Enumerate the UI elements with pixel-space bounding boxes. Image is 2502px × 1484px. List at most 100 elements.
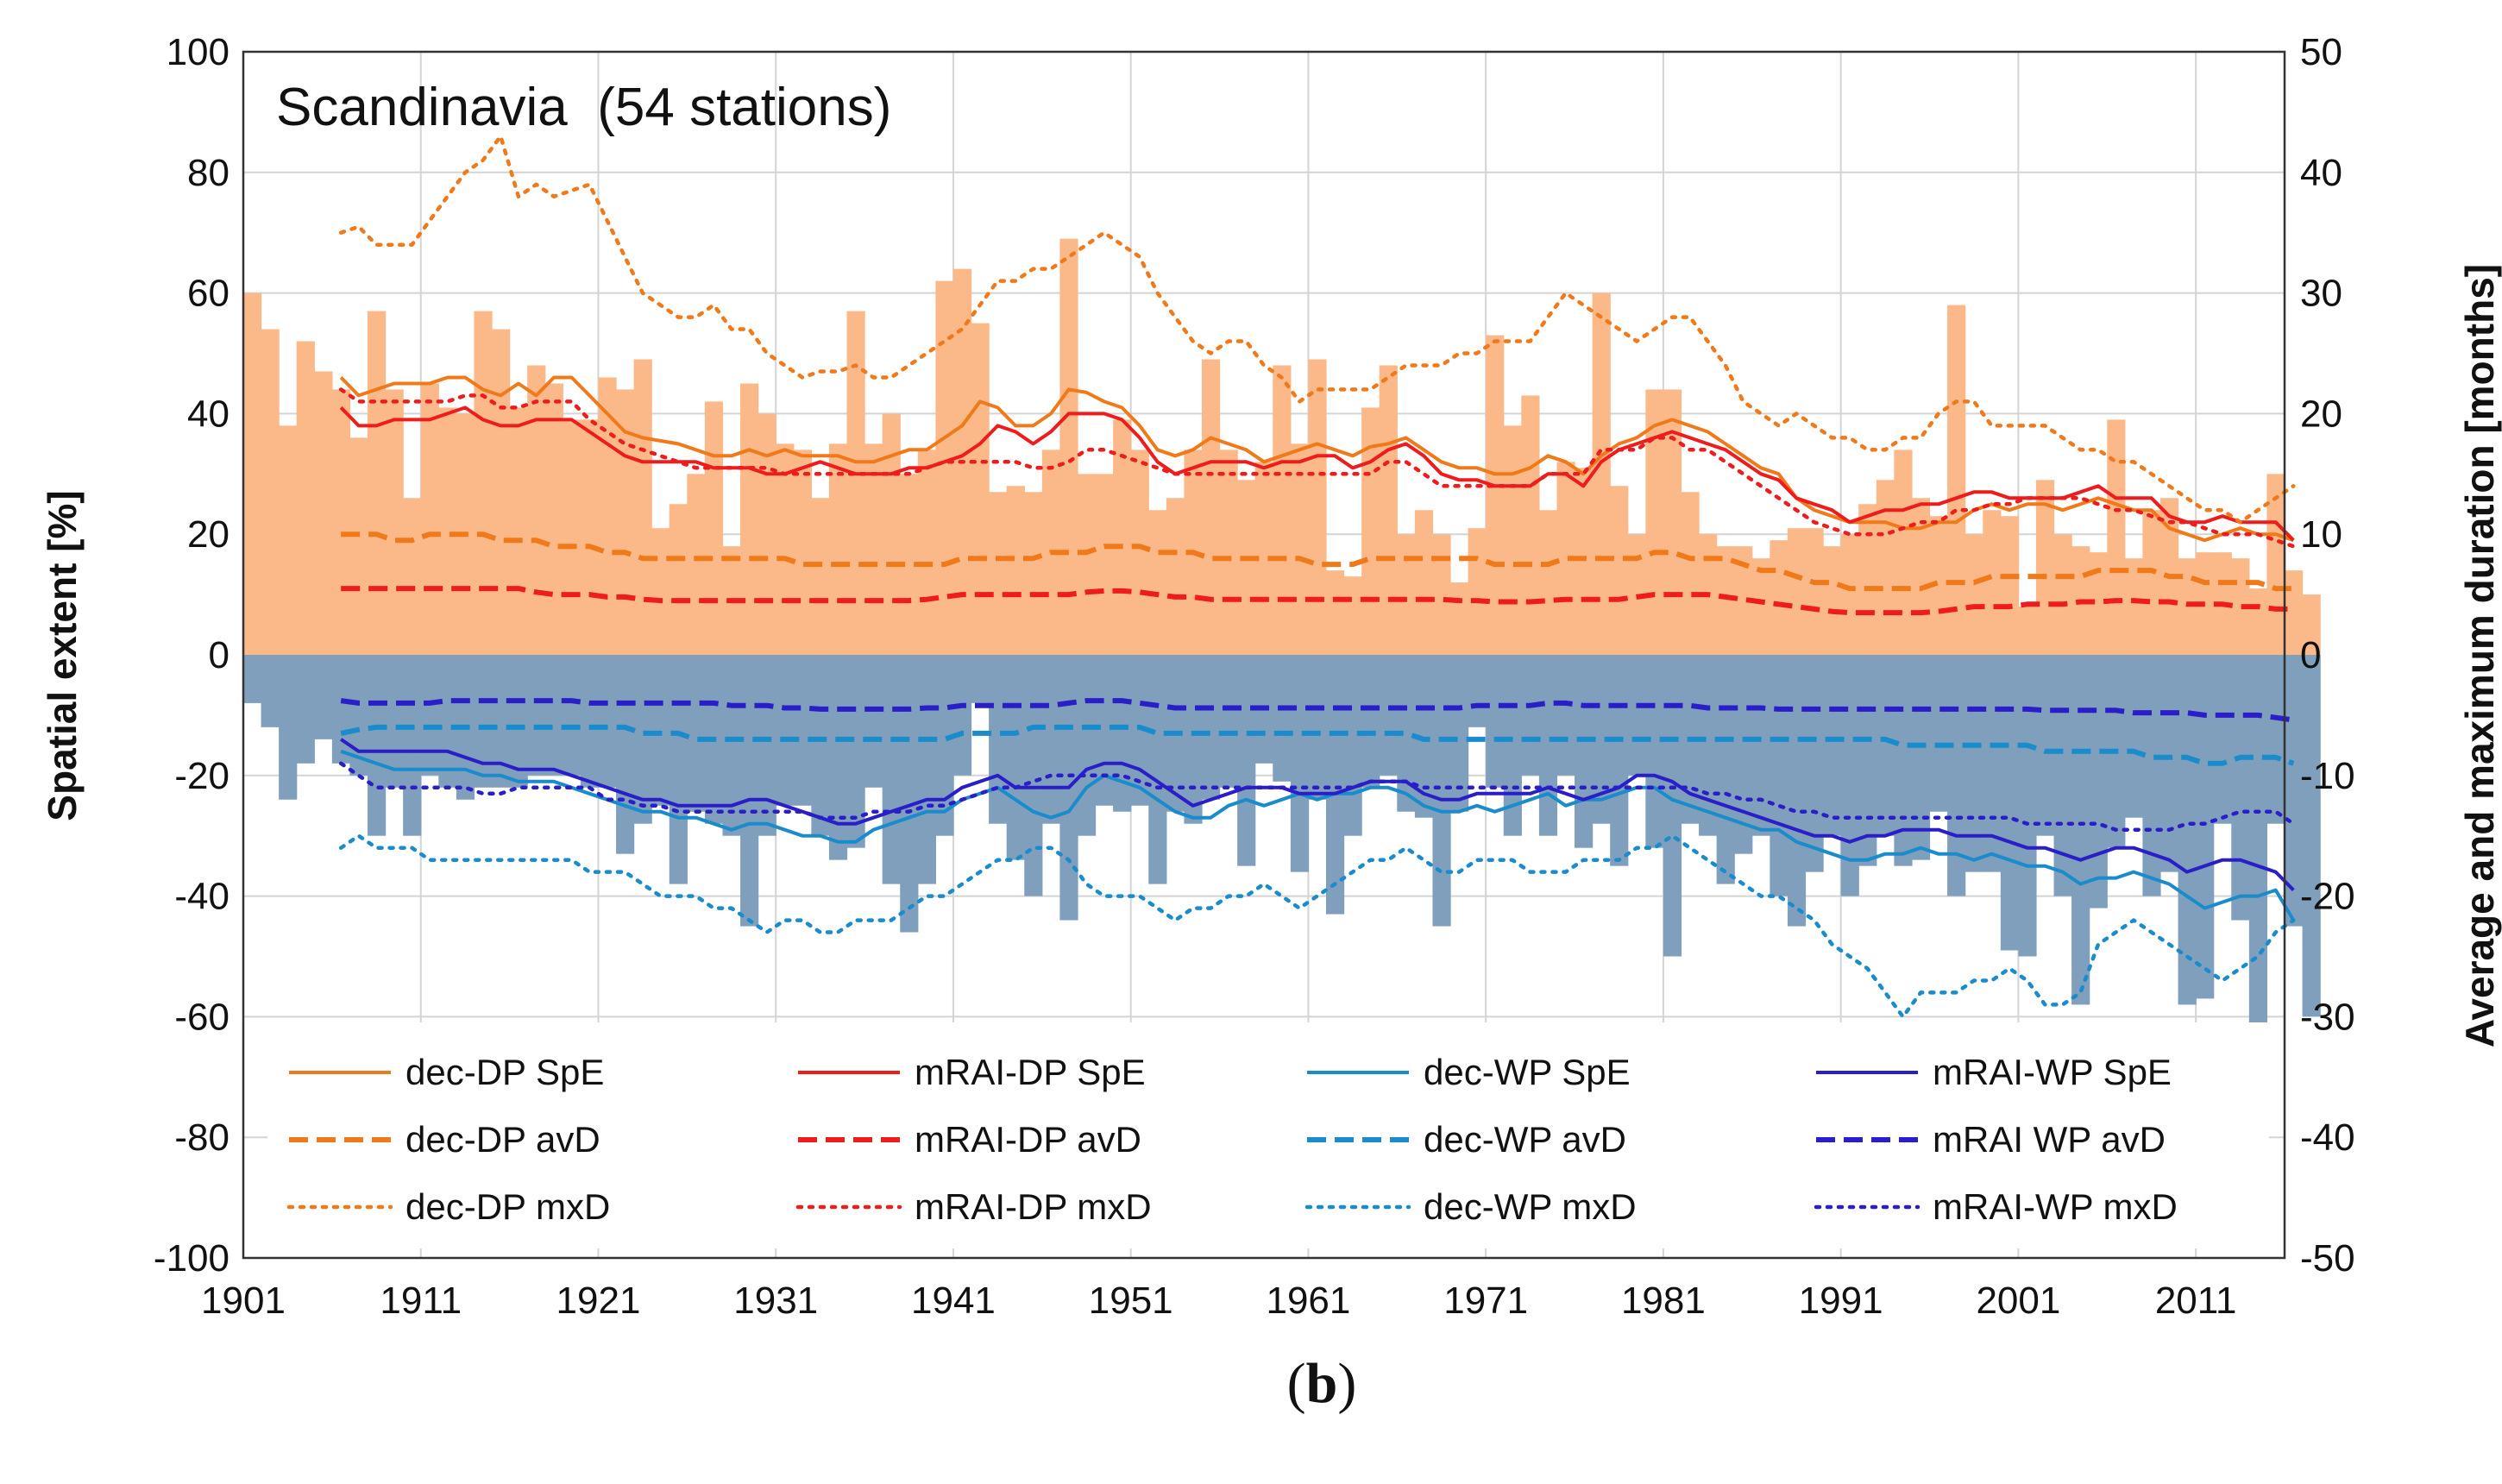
bar bbox=[2053, 655, 2072, 896]
y-tick-right: 30 bbox=[2300, 273, 2342, 315]
bar bbox=[1929, 655, 1948, 812]
bar bbox=[1983, 510, 2002, 655]
bar bbox=[1414, 510, 1434, 655]
y-tick-right: 0 bbox=[2300, 634, 2321, 676]
bar bbox=[1894, 655, 1913, 866]
bar bbox=[1681, 492, 1700, 655]
bar bbox=[1113, 419, 1132, 655]
bar bbox=[2248, 655, 2268, 1029]
bar bbox=[1024, 655, 1043, 896]
bar bbox=[1095, 474, 1114, 655]
bar bbox=[1290, 655, 1310, 872]
bar bbox=[314, 655, 333, 739]
series-lines bbox=[338, 134, 2296, 1019]
bar bbox=[2142, 510, 2161, 655]
bar bbox=[2018, 607, 2037, 655]
series-line-dec-wp-avd bbox=[340, 724, 2295, 766]
bar bbox=[935, 655, 954, 836]
bar bbox=[2285, 655, 2304, 927]
series-line-mrai-wp-spe bbox=[340, 738, 2295, 892]
bar bbox=[2196, 655, 2215, 999]
bar bbox=[1397, 534, 1416, 655]
dry-bars bbox=[243, 238, 2321, 655]
y-tick-left: -80 bbox=[174, 1116, 229, 1159]
caption-open-paren: ( bbox=[1287, 1352, 1306, 1415]
bar bbox=[2266, 474, 2285, 655]
bar bbox=[385, 655, 404, 788]
y-tick-right: 10 bbox=[2300, 513, 2342, 556]
legend-label: dec-DP SpE bbox=[405, 1052, 604, 1092]
legend-label: mRAI-DP avD bbox=[915, 1119, 1141, 1160]
legend-label: dec-DP mxD bbox=[405, 1186, 610, 1227]
bar bbox=[492, 655, 511, 788]
bar bbox=[1237, 655, 1256, 866]
bar bbox=[509, 407, 528, 655]
bar bbox=[864, 655, 883, 788]
bar bbox=[758, 655, 776, 836]
y-axis-title-right: Average and maximum duration [months] bbox=[2457, 264, 2502, 1047]
bar bbox=[368, 311, 387, 655]
bar bbox=[331, 655, 351, 764]
bar bbox=[296, 655, 315, 764]
bar bbox=[1166, 498, 1185, 655]
bar bbox=[331, 389, 351, 655]
legend-label: dec-WP mxD bbox=[1424, 1186, 1637, 1227]
legend-label: dec-WP avD bbox=[1424, 1119, 1626, 1160]
bar bbox=[2000, 655, 2019, 951]
y-tick-left: 0 bbox=[209, 634, 229, 676]
y-axis-title-left: Spatial extent [%] bbox=[40, 490, 85, 821]
bar bbox=[2089, 552, 2108, 655]
bar bbox=[1201, 359, 1221, 655]
bar bbox=[1858, 504, 1877, 655]
series-line-mrai-dp-spe bbox=[339, 406, 2295, 542]
bar bbox=[1663, 655, 1682, 957]
bar bbox=[1645, 655, 1664, 848]
bar bbox=[2089, 655, 2108, 909]
series-line-dec-wp-spe bbox=[340, 749, 2296, 921]
bar bbox=[1343, 576, 1362, 655]
bar bbox=[1751, 655, 1770, 836]
bar bbox=[1290, 443, 1310, 655]
bar bbox=[1911, 655, 1931, 860]
bar bbox=[1343, 655, 1362, 836]
y-tick-right: -50 bbox=[2300, 1237, 2355, 1280]
bar bbox=[704, 401, 724, 655]
y-tick-right: 40 bbox=[2300, 152, 2342, 194]
bar bbox=[1929, 516, 1948, 655]
bar bbox=[952, 655, 972, 776]
bar bbox=[279, 425, 298, 655]
bar bbox=[1450, 582, 1469, 655]
bar bbox=[1219, 655, 1238, 788]
x-tick: 1931 bbox=[733, 1280, 818, 1322]
bar bbox=[1486, 335, 1505, 655]
bar bbox=[1414, 655, 1434, 818]
x-tick: 1901 bbox=[201, 1280, 286, 1322]
bar bbox=[2035, 480, 2055, 655]
bar bbox=[438, 407, 457, 655]
series-line-dec-dp-spe bbox=[339, 375, 2294, 543]
bar bbox=[2053, 534, 2072, 655]
y-tick-right: -30 bbox=[2300, 996, 2355, 1038]
bar bbox=[793, 450, 812, 655]
bar bbox=[1823, 546, 1842, 655]
bar bbox=[1538, 655, 1558, 836]
bar bbox=[1965, 534, 1983, 655]
y-tick-left: 40 bbox=[187, 393, 229, 435]
bar bbox=[1503, 655, 1522, 836]
bar bbox=[1184, 655, 1203, 824]
bar bbox=[2159, 655, 2179, 872]
bar bbox=[1787, 528, 1807, 655]
bar bbox=[776, 655, 795, 806]
bar bbox=[1947, 305, 1966, 655]
bar bbox=[1095, 655, 1114, 806]
series-line-dec-dp-mxd bbox=[338, 134, 2296, 525]
series-line-mrai-dp-avd bbox=[341, 586, 2294, 616]
bar bbox=[722, 655, 741, 836]
bar bbox=[420, 383, 439, 655]
bar bbox=[1006, 655, 1025, 860]
y-tick-left: 80 bbox=[187, 152, 229, 194]
y-tick-right: -10 bbox=[2300, 755, 2355, 797]
chart-title: Scandinavia (54 stations) bbox=[276, 78, 891, 137]
bar bbox=[296, 341, 315, 655]
